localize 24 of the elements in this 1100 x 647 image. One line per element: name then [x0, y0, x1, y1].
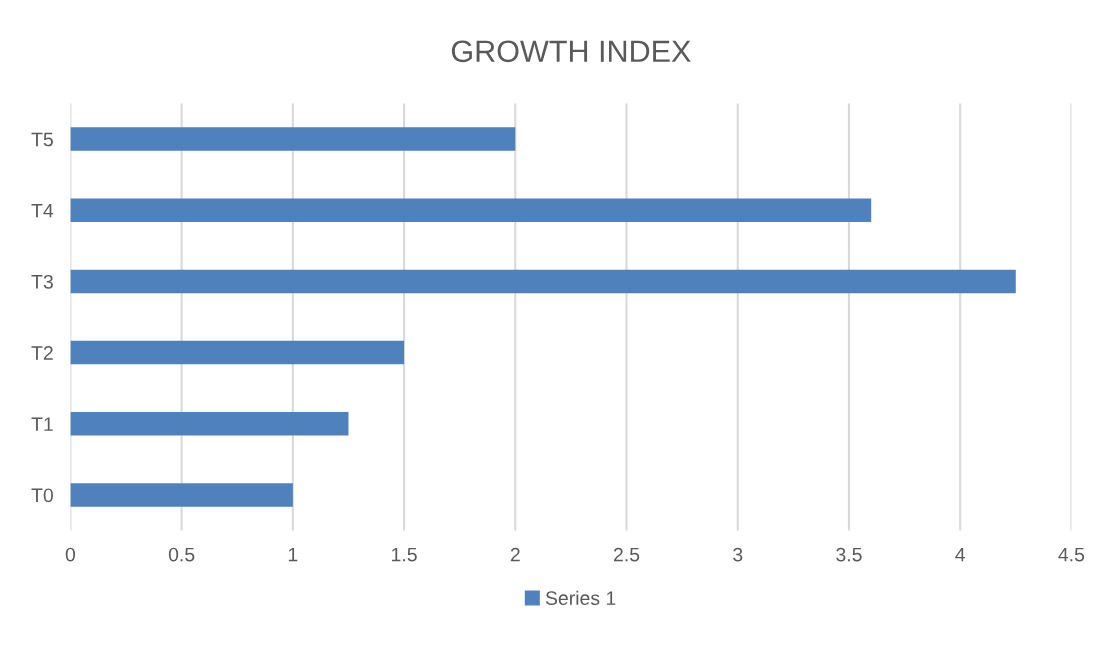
bar	[70, 127, 516, 151]
x-tick-label: 3	[733, 547, 743, 562]
y-tick-label: T3	[31, 274, 53, 289]
y-tick-label: T1	[31, 417, 53, 431]
bar	[70, 340, 405, 365]
x-tick-label: 1	[288, 547, 298, 562]
bar	[70, 198, 872, 223]
x-tick-label: 0.5	[168, 547, 195, 562]
y-tick-label: T0	[31, 488, 53, 503]
legend-label: Series 1	[545, 590, 616, 606]
x-tick-label: 3.5	[836, 547, 862, 562]
x-tick-label: 4.5	[1058, 547, 1085, 562]
x-tick-label: 0	[65, 547, 76, 562]
x-tick-label: 1.5	[392, 547, 417, 562]
y-tick-label: T2	[31, 346, 53, 360]
chart-title: GROWTH INDEX	[451, 40, 691, 63]
x-tick-label: 2	[510, 547, 520, 562]
y-tick-label: T4	[31, 203, 54, 218]
bar	[70, 269, 1016, 294]
y-tick-label: T5	[31, 132, 53, 147]
x-tick-label: 4	[955, 547, 966, 562]
bar	[70, 483, 293, 507]
bar	[70, 412, 349, 436]
x-tick-label: 2.5	[613, 547, 640, 562]
